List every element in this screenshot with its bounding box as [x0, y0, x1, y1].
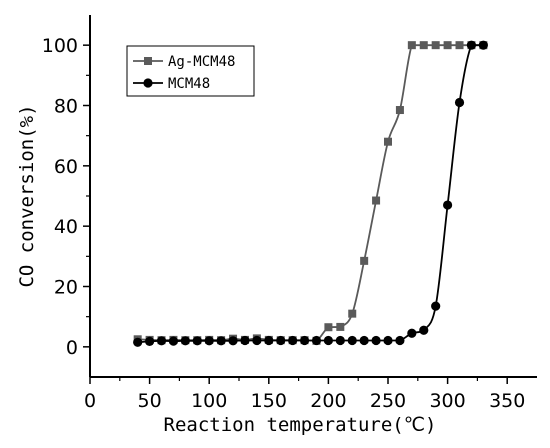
data-point-mcm48: [431, 301, 441, 311]
data-point-ag-mcm48: [443, 41, 452, 50]
data-point-ag-mcm48: [384, 137, 392, 146]
data-point-mcm48: [466, 40, 477, 50]
data-point-ag-mcm48: [431, 41, 440, 50]
data-point-mcm48: [216, 336, 226, 346]
data-point-ag-mcm48: [455, 41, 464, 50]
data-point-mcm48: [192, 336, 202, 346]
data-point-mcm48: [383, 335, 393, 346]
data-point-mcm48: [180, 336, 190, 346]
x-axis-title: Reaction temperature(℃): [164, 414, 437, 436]
x-tick-label: 200: [310, 390, 346, 412]
data-point-mcm48: [264, 335, 274, 346]
data-point-ag-mcm48: [336, 322, 345, 331]
data-point-mcm48: [454, 97, 465, 108]
y-tick-label: 0: [66, 337, 78, 359]
data-point-mcm48: [407, 328, 417, 338]
data-point-mcm48: [335, 335, 345, 346]
data-point-mcm48: [299, 335, 310, 346]
data-point-ag-mcm48: [407, 41, 416, 50]
legend-marker: [143, 78, 153, 88]
data-point-mcm48: [359, 335, 369, 346]
data-point-mcm48: [168, 336, 179, 346]
data-point-mcm48: [311, 335, 322, 346]
x-tick-label: 100: [191, 390, 227, 412]
x-tick-label: 0: [84, 390, 96, 412]
data-point-mcm48: [347, 335, 357, 346]
y-axis-title: CO conversion(%): [16, 104, 38, 287]
y-tick-label: 80: [54, 96, 78, 118]
data-point-ag-mcm48: [395, 106, 404, 115]
x-tick-label: 350: [489, 390, 525, 412]
x-tick-label: 250: [370, 390, 406, 412]
x-tick-label: 300: [429, 390, 465, 412]
data-point-ag-mcm48: [348, 309, 357, 318]
legend-label: Ag-MCM48: [168, 54, 235, 70]
data-point-ag-mcm48: [372, 196, 381, 205]
data-point-mcm48: [371, 335, 381, 346]
data-point-mcm48: [240, 335, 250, 346]
data-point-ag-mcm48: [419, 41, 428, 50]
data-point-mcm48: [145, 336, 155, 347]
legend-box: [126, 45, 255, 97]
data-point-mcm48: [276, 335, 286, 346]
data-point-ag-mcm48: [360, 256, 369, 265]
x-tick-label: 50: [138, 390, 162, 412]
data-point-mcm48: [443, 200, 453, 210]
y-tick-label: 60: [54, 156, 78, 178]
data-point-mcm48: [252, 335, 262, 346]
y-tick-label: 100: [42, 35, 78, 57]
data-point-ag-mcm48: [324, 323, 333, 332]
data-point-mcm48: [419, 325, 429, 335]
legend-marker: [144, 57, 152, 65]
legend-label: MCM48: [168, 76, 210, 92]
data-point-mcm48: [395, 335, 405, 346]
data-point-mcm48: [478, 40, 488, 50]
data-point-mcm48: [323, 335, 333, 346]
x-tick-label: 150: [251, 390, 287, 412]
data-point-mcm48: [204, 336, 214, 346]
y-tick-label: 40: [54, 216, 78, 238]
data-point-mcm48: [288, 335, 298, 346]
data-point-mcm48: [228, 336, 238, 346]
data-point-mcm48: [133, 337, 143, 347]
y-tick-label: 20: [54, 277, 78, 299]
data-point-mcm48: [156, 336, 167, 346]
